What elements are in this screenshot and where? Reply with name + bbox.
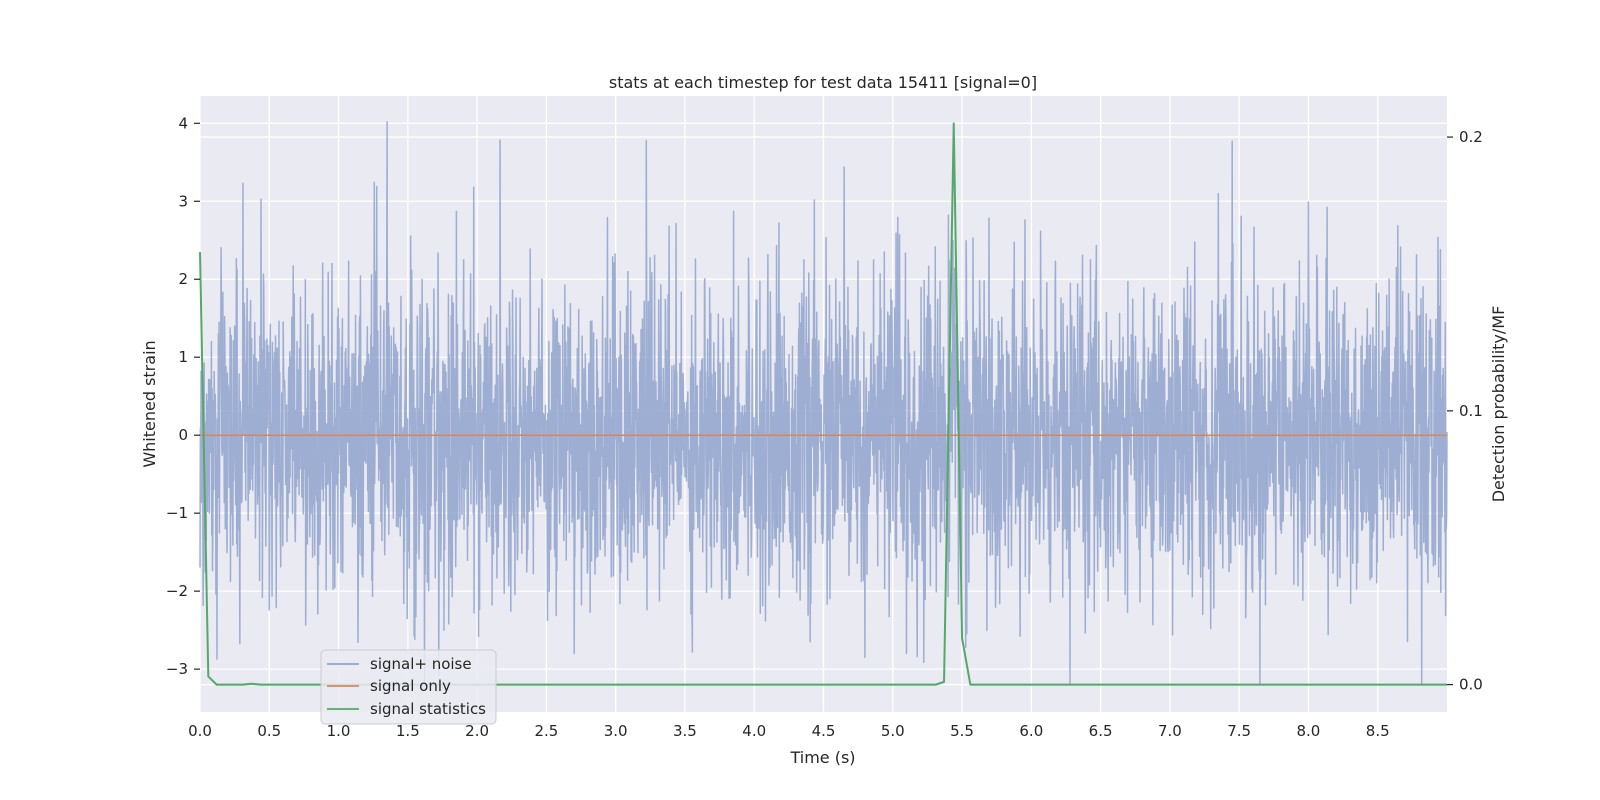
chart-title: stats at each timestep for test data 154…: [609, 73, 1037, 92]
legend-label-signal-only: signal only: [370, 677, 451, 695]
x-tick-label: 1.5: [396, 722, 420, 740]
x-tick-label: 5.0: [881, 722, 905, 740]
x-tick-label: 7.5: [1227, 722, 1251, 740]
legend-label-signal-statistics: signal statistics: [370, 700, 486, 718]
x-tick-label: 2.5: [534, 722, 558, 740]
x-tick-label: 7.0: [1158, 722, 1182, 740]
y-tick-label: 0: [178, 426, 188, 444]
y-tick-label: −2: [166, 582, 188, 600]
y2-tick-label: 0.0: [1459, 676, 1483, 694]
y2-ticks: 0.2 0.1 0.0: [1447, 128, 1483, 694]
series-layer: [199, 120, 1448, 686]
y-tick-label: 4: [178, 114, 188, 132]
y2-tick-label: 0.1: [1459, 402, 1483, 420]
x-tick-label: 8.5: [1366, 722, 1390, 740]
x-tick-label: 3.0: [604, 722, 628, 740]
x-ticks: 0.0 0.5 1.0 1.5 2.0 2.5 3.0 3.5 4.0 4.5 5.0 5.5 6.0 6…: [188, 722, 1390, 740]
legend: signal+ noise signal only signal statist…: [320, 649, 497, 725]
x-tick-label: 0.0: [188, 722, 212, 740]
y2-tick-label: 0.2: [1459, 128, 1483, 146]
x-tick-label: 5.5: [950, 722, 974, 740]
y-tick-label: 2: [178, 270, 188, 288]
series-signal-statistics-line: [199, 122, 1447, 686]
x-axis-label: Time (s): [789, 748, 855, 767]
x-tick-label: 1.0: [327, 722, 351, 740]
y-tick-label: 3: [178, 192, 188, 210]
x-tick-label: 4.0: [742, 722, 766, 740]
y-axis-label: Whitened strain: [140, 340, 159, 467]
series-signal-noise-line: [199, 120, 1448, 686]
x-tick-label: 6.0: [1019, 722, 1043, 740]
y-tick-label: −1: [166, 504, 188, 522]
x-tick-label: 6.5: [1089, 722, 1113, 740]
x-tick-label: 0.5: [257, 722, 281, 740]
y-tick-label: 1: [178, 348, 188, 366]
legend-box: [320, 649, 497, 725]
x-tick-label: 3.5: [673, 722, 697, 740]
y-ticks: 4 3 2 1 0 −1 −2 −3: [166, 114, 200, 678]
x-tick-label: 2.0: [465, 722, 489, 740]
x-tick-label: 4.5: [812, 722, 836, 740]
y-tick-label: −3: [166, 660, 188, 678]
y2-axis-label: Detection probability/MF: [1489, 306, 1508, 503]
x-tick-label: 8.0: [1297, 722, 1321, 740]
legend-label-signal-noise: signal+ noise: [370, 655, 472, 673]
